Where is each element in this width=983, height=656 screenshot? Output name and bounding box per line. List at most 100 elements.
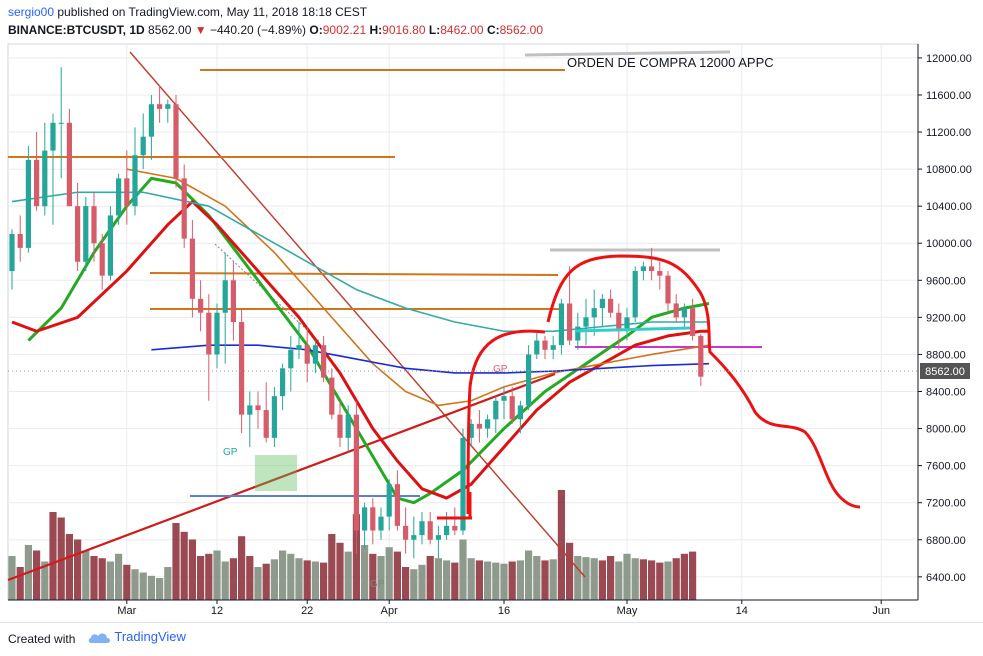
candle-body <box>591 308 597 318</box>
time-tick-label: May <box>617 605 638 617</box>
volume-bar <box>410 569 418 600</box>
candle-body <box>99 243 105 276</box>
ohlc-legend: BINANCE:BTCUSDT, 1D 8562.00 ▼ −440.20 (−… <box>8 23 543 37</box>
candle-body <box>247 405 253 415</box>
volume-bar <box>525 550 533 600</box>
volume-bar <box>680 553 688 600</box>
candle-body <box>501 396 507 401</box>
price-tick-label: 7200.00 <box>926 498 966 510</box>
candle-body <box>378 516 384 531</box>
candle-body <box>583 317 589 327</box>
price-tick-label: 9200.00 <box>926 312 966 324</box>
candles <box>9 67 704 559</box>
candle-body <box>608 298 614 313</box>
candle-body <box>673 303 679 318</box>
volume-bar <box>664 561 672 600</box>
volume-bar <box>279 550 287 600</box>
volume-bar <box>98 558 106 600</box>
last-price-marker: 8562.00 <box>8 363 970 379</box>
candle-body <box>329 377 335 415</box>
volume-bar <box>484 561 492 600</box>
volume-bar <box>361 545 369 600</box>
candle-body <box>107 215 113 276</box>
candle-body <box>509 396 515 420</box>
candle-body <box>91 206 97 244</box>
published-text: published on TradingView.com, May 11, 20… <box>57 5 368 19</box>
gp-label-1: GP <box>223 447 238 458</box>
price-tick-label: 6400.00 <box>926 572 966 584</box>
volume-bar <box>246 556 254 600</box>
candle-body <box>665 275 671 304</box>
created-with-text: Created with <box>8 632 76 646</box>
candle-body <box>419 521 425 536</box>
time-tick-label: 12 <box>211 605 223 617</box>
volume-bar <box>221 561 229 600</box>
volume-bar <box>631 558 639 600</box>
volume-bar <box>147 575 155 600</box>
forecast-drawings <box>437 254 861 520</box>
tradingview-brand-text: TradingView <box>114 629 186 644</box>
volume-bar <box>33 550 41 600</box>
volume-bar <box>533 556 541 600</box>
volume-bar <box>582 557 590 600</box>
price-tick-label: 10400.00 <box>926 201 972 213</box>
author-link[interactable]: sergio00 <box>8 5 55 19</box>
candle-body <box>681 308 687 318</box>
candle-body <box>345 414 351 438</box>
candle-body <box>230 280 236 322</box>
time-axis[interactable]: Mar 12 22 Apr 16 May 14 Jun <box>8 599 918 617</box>
candle-body <box>468 423 474 438</box>
volume-bar <box>197 556 205 600</box>
low-value: 8462.00 <box>440 23 484 37</box>
moving-average-line <box>126 168 710 407</box>
candle-body <box>427 521 433 540</box>
candle-body <box>444 525 450 536</box>
symbol-label: BINANCE:BTCUSDT, 1D <box>8 23 145 37</box>
candle-body <box>394 484 400 526</box>
candle-body <box>124 178 130 207</box>
price-axis[interactable]: 12000.00 11600.00 11200.00 10800.00 10400.00… <box>917 44 972 600</box>
price-chart[interactable]: ORDEN DE COMPRA 12000 APPC GP GP GP 1200… <box>0 42 983 622</box>
price-tick-label: 6800.00 <box>926 535 966 547</box>
time-tick-label: 16 <box>498 605 510 617</box>
volume-bar <box>262 563 270 600</box>
volume-bar <box>205 553 213 600</box>
volume-bar <box>516 560 524 600</box>
price-change: −440.20 (−4.89%) <box>209 23 307 37</box>
candle-body <box>34 159 40 207</box>
time-tick-label: Apr <box>381 605 398 617</box>
close-value: 8562.00 <box>499 23 544 37</box>
volume-bar <box>615 561 623 600</box>
volume-bar <box>328 534 336 600</box>
candle-body <box>58 122 64 124</box>
candle-body <box>173 104 179 179</box>
candle-body <box>452 525 458 531</box>
volume-bar <box>123 564 131 600</box>
buy-order-annotation: ORDEN DE COMPRA 12000 APPC <box>567 55 774 70</box>
moving-average-line <box>151 344 710 374</box>
candle-body <box>476 423 482 429</box>
candle-body <box>165 104 171 109</box>
open-value: 9002.21 <box>322 23 367 37</box>
price-tick-label: 8000.00 <box>926 424 966 436</box>
volume-bar <box>254 567 262 600</box>
volume-bar <box>467 558 475 600</box>
candle-body <box>42 150 48 207</box>
chart-header: sergio00 published on TradingView.com, M… <box>0 0 983 42</box>
price-tick-label: 12000.00 <box>926 53 972 65</box>
footer: Created with TradingView <box>0 622 983 656</box>
candle-body <box>411 535 417 540</box>
candle-body <box>690 308 696 336</box>
price-tick-label: 7600.00 <box>926 461 966 473</box>
candle-body <box>542 340 548 350</box>
tradingview-brand-link[interactable]: TradingView <box>87 629 186 645</box>
candle-body <box>353 414 359 531</box>
candle-body <box>640 266 646 272</box>
candle-body <box>198 298 204 313</box>
volume-bar <box>172 523 180 600</box>
price-tick-label: 10000.00 <box>926 238 972 250</box>
volume-bar <box>303 560 311 600</box>
candle-body <box>83 206 89 262</box>
change-arrow-icon: ▼ <box>194 23 207 37</box>
volume-bar <box>65 534 73 600</box>
